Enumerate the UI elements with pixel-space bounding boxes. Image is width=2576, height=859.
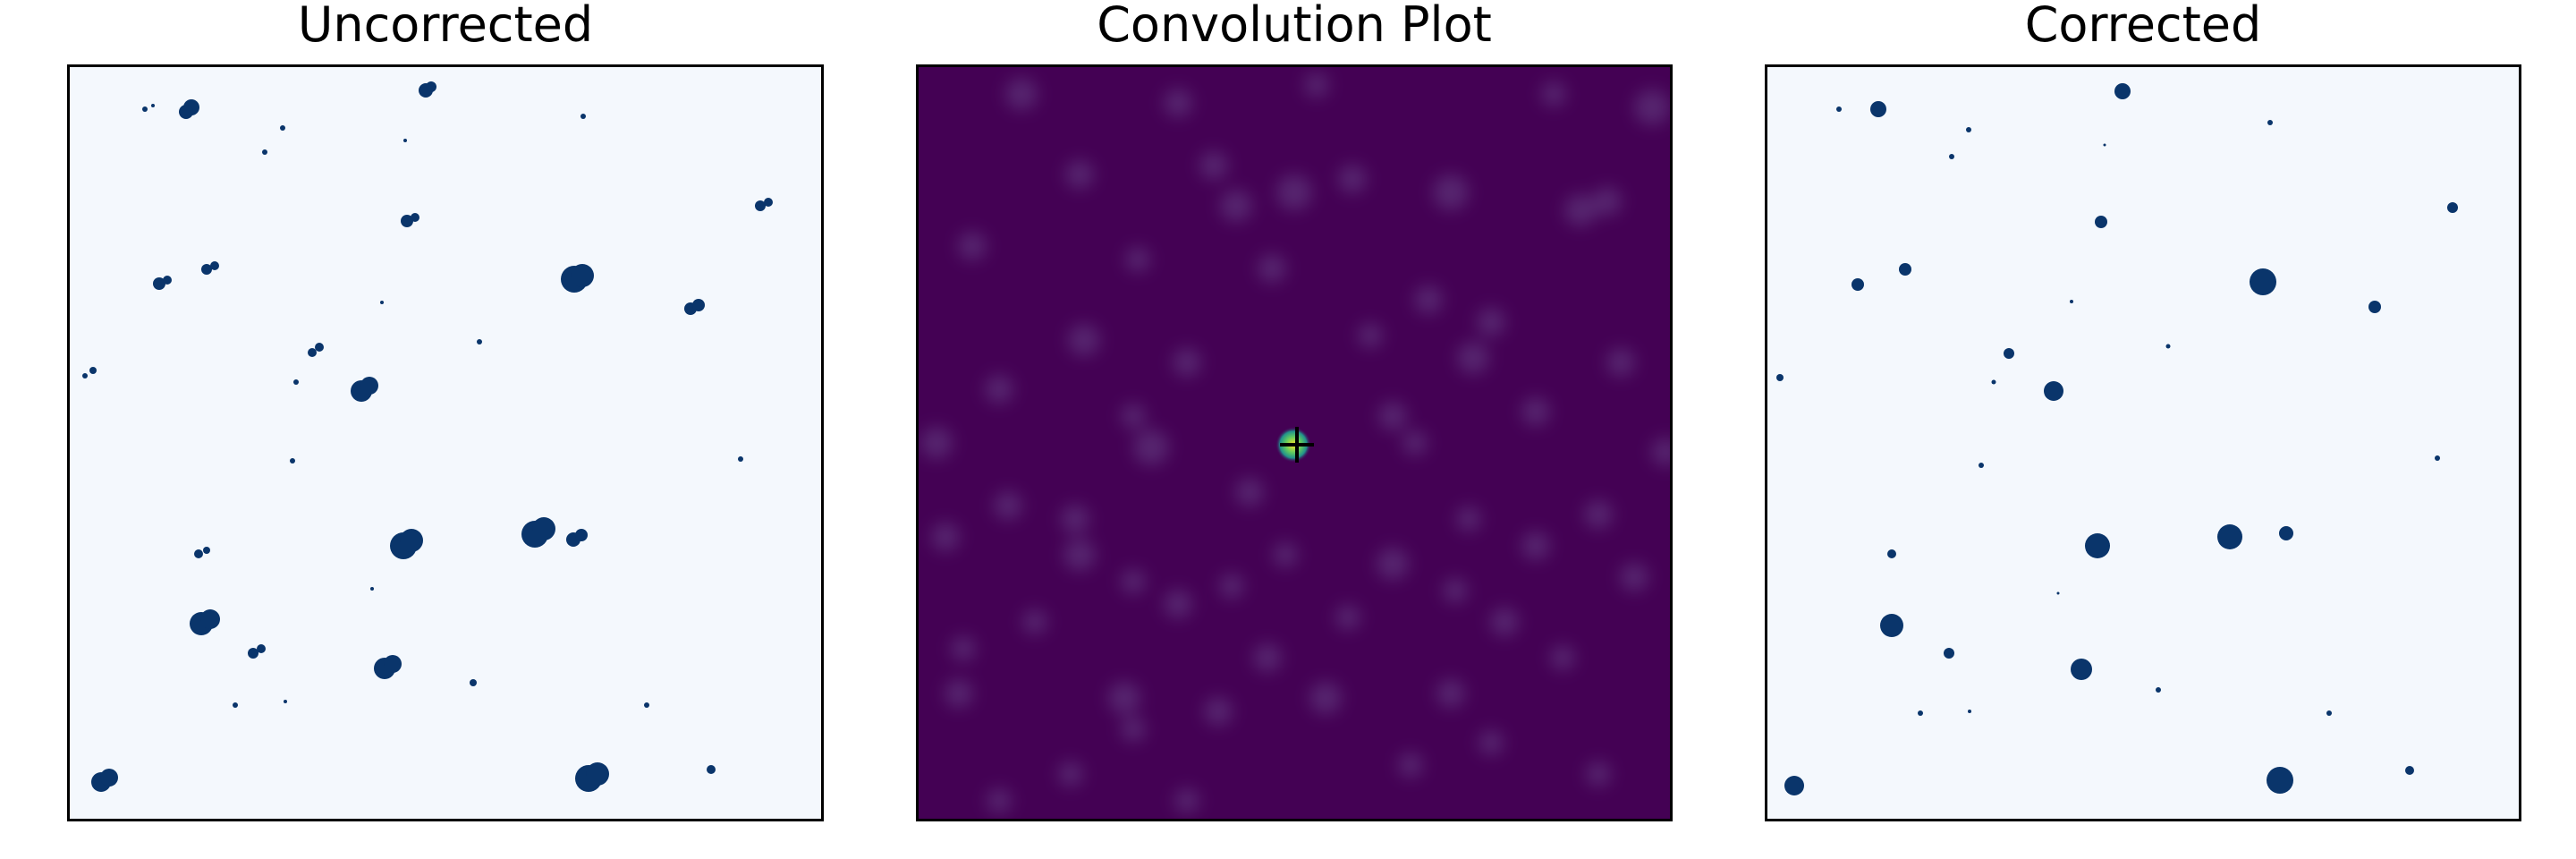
- plus-marker-icon: [1280, 427, 1314, 463]
- uncorrected-background: [70, 67, 821, 819]
- uncorrected-blobs: [82, 81, 773, 792]
- corrected-blobs: [1776, 83, 2458, 795]
- uncorrected-svg: [70, 67, 821, 819]
- convolution-svg: [919, 67, 1670, 819]
- corrected-background: [1767, 67, 2519, 819]
- corrected-svg: [1767, 67, 2519, 819]
- corrected-image: [1765, 64, 2521, 821]
- convolution-plot-image: [916, 64, 1673, 821]
- convolution-plot-title: Convolution Plot: [1097, 0, 1492, 53]
- uncorrected-image: [67, 64, 824, 821]
- uncorrected-title: Uncorrected: [297, 0, 594, 53]
- convolution-diffuse-spots: [920, 72, 1670, 813]
- corrected-title: Corrected: [2024, 0, 2262, 53]
